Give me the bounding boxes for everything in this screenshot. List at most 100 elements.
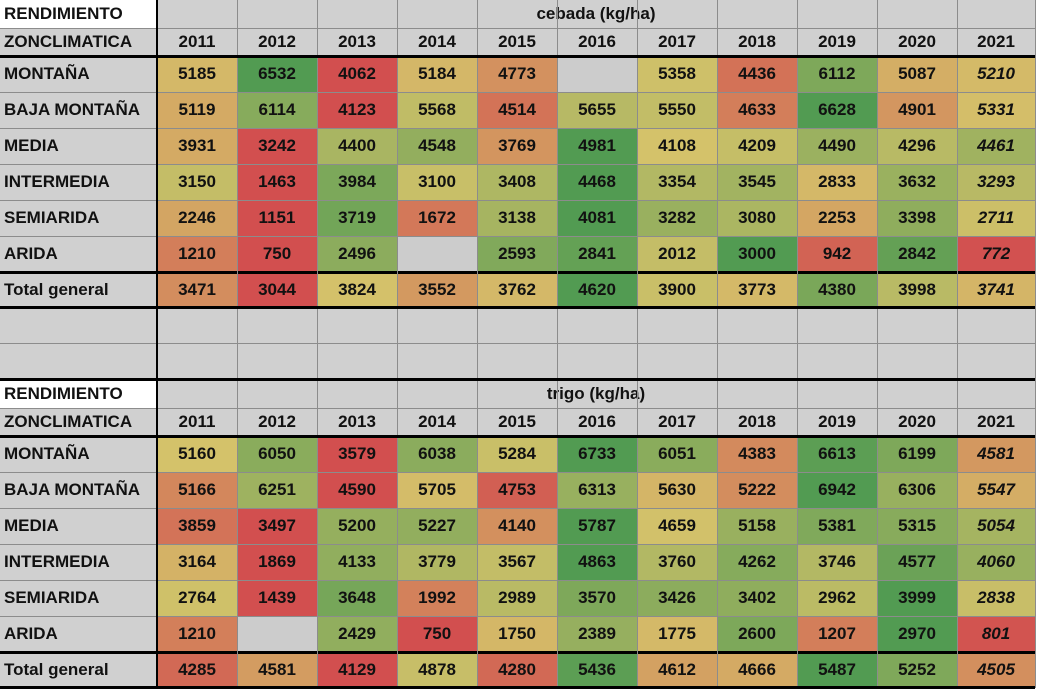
value-cell: 3931 (157, 128, 237, 164)
value-cell: 3567 (477, 544, 557, 580)
grid-line (237, 344, 238, 380)
year-header: 2016 (557, 408, 637, 436)
value-cell: 6051 (637, 436, 717, 472)
grid-line (797, 380, 798, 688)
corner-label: RENDIMIENTO (0, 380, 157, 408)
value-cell: 5054 (957, 508, 1035, 544)
zone-label: ARIDA (0, 236, 157, 272)
value-cell: 4981 (557, 128, 637, 164)
value-cell: 2962 (797, 580, 877, 616)
value-cell: 4514 (477, 92, 557, 128)
grid-line (717, 308, 718, 344)
zone-label: INTERMEDIA (0, 544, 157, 580)
value-cell: 3545 (717, 164, 797, 200)
value-cell: 5160 (157, 436, 237, 472)
grid-line (957, 344, 958, 380)
value-cell: 3760 (637, 544, 717, 580)
value-cell: 3354 (637, 164, 717, 200)
value-cell: 6613 (797, 436, 877, 472)
value-cell: 5222 (717, 472, 797, 508)
value-cell: 4129 (317, 652, 397, 688)
grid-line (397, 0, 398, 308)
value-cell: 4060 (957, 544, 1035, 580)
value-cell: 3773 (717, 272, 797, 308)
year-header: 2014 (397, 408, 477, 436)
grid-line (317, 308, 318, 344)
zone-label: SEMIARIDA (0, 200, 157, 236)
value-cell: 1463 (237, 164, 317, 200)
year-header: 2012 (237, 28, 317, 56)
value-cell: 3769 (477, 128, 557, 164)
value-cell: 4505 (957, 652, 1035, 688)
grid-line (397, 380, 398, 688)
grid-line (637, 308, 638, 344)
year-header: 2015 (477, 28, 557, 56)
empty-cell (557, 56, 637, 92)
grid-line (477, 0, 478, 308)
grid-line (557, 0, 558, 308)
value-cell: 3426 (637, 580, 717, 616)
value-cell: 750 (397, 616, 477, 652)
value-cell: 6114 (237, 92, 317, 128)
empty-cell (397, 236, 477, 272)
value-cell: 2246 (157, 200, 237, 236)
value-cell: 2429 (317, 616, 397, 652)
corner-label: RENDIMIENTO (0, 0, 157, 28)
value-cell: 5705 (397, 472, 477, 508)
grid-line (477, 344, 478, 380)
year-header: 2019 (797, 408, 877, 436)
grid-line (317, 344, 318, 380)
value-cell: 6628 (797, 92, 877, 128)
table-title: cebada (kg/ha) (157, 0, 1035, 28)
value-cell: 3044 (237, 272, 317, 308)
year-header: 2012 (237, 408, 317, 436)
value-cell: 3080 (717, 200, 797, 236)
value-cell: 5358 (637, 56, 717, 92)
value-cell: 2838 (957, 580, 1035, 616)
value-cell: 5200 (317, 508, 397, 544)
value-cell: 4590 (317, 472, 397, 508)
grid-line (317, 0, 318, 308)
value-cell: 5381 (797, 508, 877, 544)
value-cell: 3293 (957, 164, 1035, 200)
value-cell: 1992 (397, 580, 477, 616)
zone-label: MONTAÑA (0, 56, 157, 92)
value-cell: 3471 (157, 272, 237, 308)
value-cell: 3999 (877, 580, 957, 616)
grid-line (877, 308, 878, 344)
grid-line (797, 308, 798, 344)
value-cell: 4400 (317, 128, 397, 164)
zone-label: MEDIA (0, 508, 157, 544)
zone-column-header: ZONCLIMATICA (0, 408, 157, 436)
zone-label: BAJA MONTAÑA (0, 92, 157, 128)
grid-line (156, 308, 158, 344)
grid-line (317, 380, 318, 688)
grid-line (877, 0, 878, 308)
value-cell: 5184 (397, 56, 477, 92)
value-cell: 5487 (797, 652, 877, 688)
zone-label: ARIDA (0, 616, 157, 652)
value-cell: 4062 (317, 56, 397, 92)
value-cell: 6199 (877, 436, 957, 472)
value-cell: 4461 (957, 128, 1035, 164)
value-cell: 3100 (397, 164, 477, 200)
value-cell: 4901 (877, 92, 957, 128)
value-cell: 2841 (557, 236, 637, 272)
grid-line (237, 380, 238, 688)
table-title: trigo (kg/ha) (157, 380, 1035, 408)
value-cell: 5655 (557, 92, 637, 128)
value-cell: 4436 (717, 56, 797, 92)
value-cell: 5210 (957, 56, 1035, 92)
value-cell: 4878 (397, 652, 477, 688)
value-cell: 3746 (797, 544, 877, 580)
grid-line (717, 344, 718, 380)
grid-line (156, 380, 158, 688)
grid-line (877, 344, 878, 380)
year-header: 2011 (157, 28, 237, 56)
value-cell: 4380 (797, 272, 877, 308)
grid-line (1035, 380, 1036, 688)
spacer-row (0, 344, 1035, 380)
year-header: 2021 (957, 408, 1035, 436)
value-cell: 2593 (477, 236, 557, 272)
value-cell: 4133 (317, 544, 397, 580)
